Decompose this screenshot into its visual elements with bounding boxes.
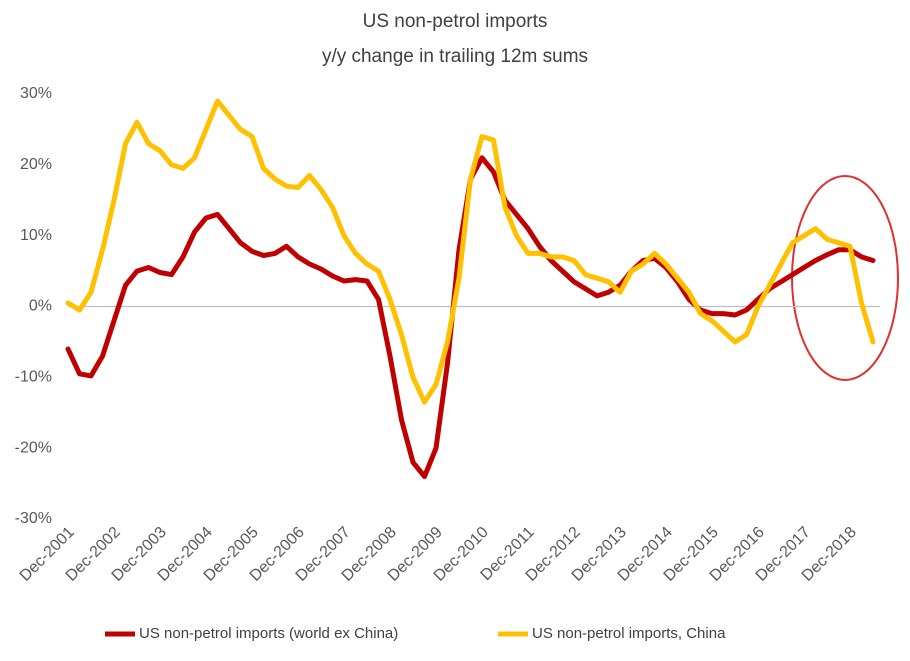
- y-tick-label: 20%: [20, 156, 52, 173]
- y-tick-label: 10%: [20, 227, 52, 244]
- y-tick-label: -20%: [15, 439, 52, 456]
- legend-label: US non-petrol imports, China: [532, 625, 726, 642]
- series-line: [65, 98, 876, 405]
- y-tick-label: -10%: [15, 369, 52, 386]
- highlight-ellipse: [791, 175, 899, 381]
- y-tick-label: -30%: [15, 510, 52, 527]
- y-tick-label: 0%: [29, 298, 52, 315]
- chart-subtitle: y/y change in trailing 12m sums: [322, 46, 588, 67]
- chart-title: US non-petrol imports: [363, 11, 548, 32]
- y-tick-label: 30%: [20, 85, 52, 102]
- legend-label: US non-petrol imports (world ex China): [139, 625, 398, 642]
